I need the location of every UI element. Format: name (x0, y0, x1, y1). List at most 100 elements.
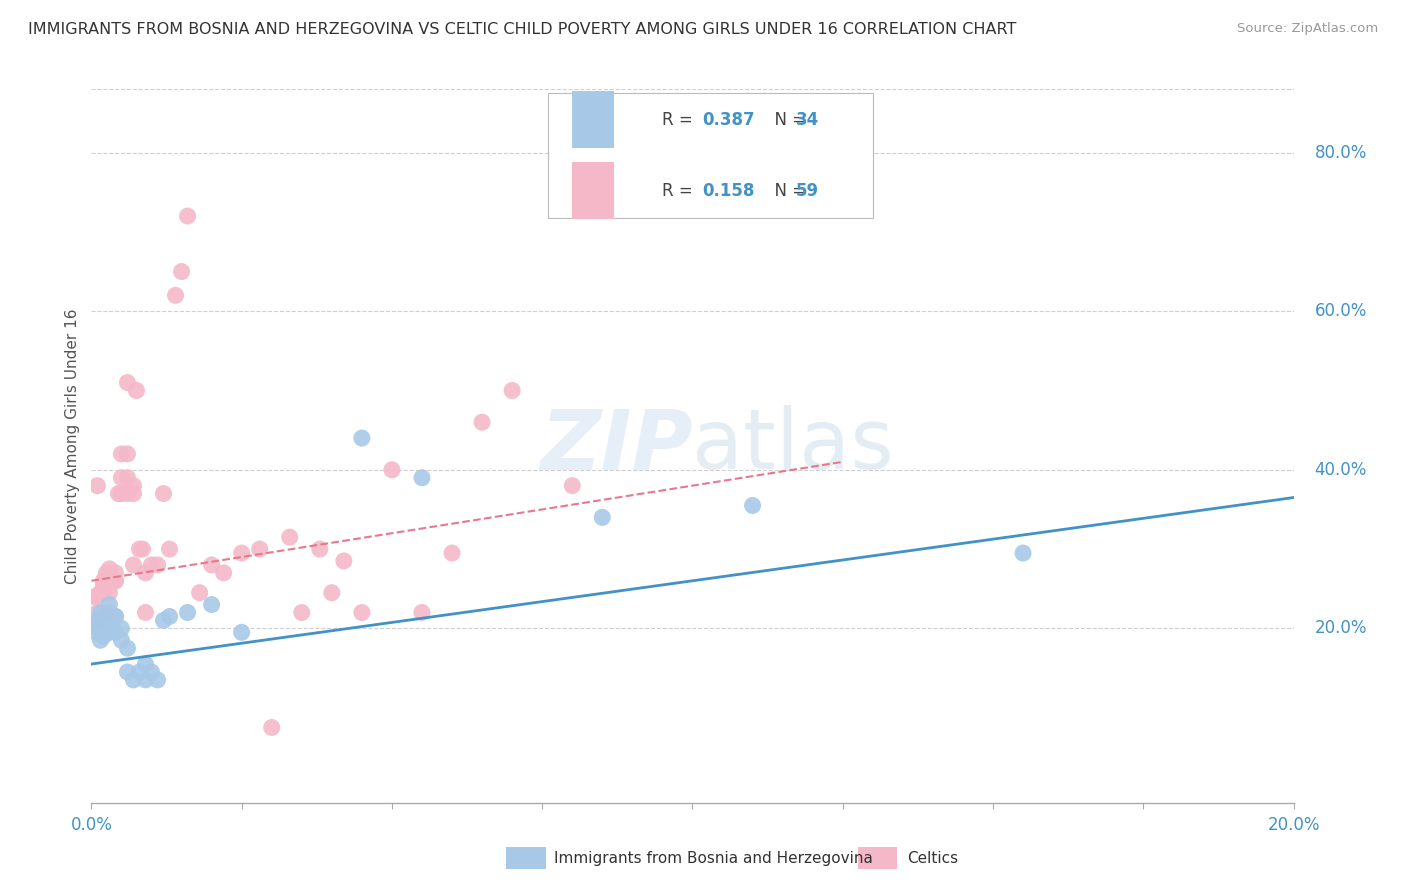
Point (128, 542, 150, 557)
Point (201, 558, 224, 572)
Point (98, 598, 121, 612)
Point (110, 621, 132, 635)
Point (381, 463, 404, 477)
Point (89, 606, 111, 620)
Point (188, 585, 211, 599)
Point (176, 606, 198, 620)
Point (471, 415, 494, 429)
Point (98, 562, 121, 576)
Point (249, 542, 271, 557)
Text: 20.0%: 20.0% (1267, 816, 1320, 834)
Point (231, 546, 253, 560)
Point (93, 629, 115, 643)
Text: N =: N = (763, 182, 811, 200)
Point (134, 566, 156, 580)
Point (86, 606, 108, 620)
Point (86, 614, 108, 628)
Point (134, 673, 156, 687)
Point (104, 625, 127, 640)
Text: R =: R = (662, 182, 699, 200)
Point (122, 673, 145, 687)
Point (561, 478, 583, 492)
Point (98, 621, 121, 635)
Point (104, 574, 127, 588)
Point (86, 614, 108, 628)
Point (117, 447, 139, 461)
Point (86, 478, 108, 492)
Point (741, 499, 763, 513)
Text: N =: N = (763, 111, 811, 128)
Point (93, 578, 115, 592)
Point (278, 530, 301, 544)
Point (89, 585, 111, 599)
Point (291, 606, 314, 620)
Point (122, 486, 145, 500)
Point (176, 209, 198, 223)
Y-axis label: Child Poverty Among Girls Under 16: Child Poverty Among Girls Under 16 (65, 309, 80, 583)
Point (117, 376, 139, 390)
Point (98, 606, 121, 620)
Point (350, 431, 373, 445)
Point (159, 609, 181, 624)
Point (93, 585, 115, 599)
Point (128, 665, 150, 679)
Point (98, 585, 121, 599)
Text: 59: 59 (796, 182, 820, 200)
Point (86, 590, 108, 604)
Text: 0.387: 0.387 (702, 111, 755, 128)
Point (134, 606, 156, 620)
Text: 34: 34 (796, 111, 820, 128)
Point (146, 673, 169, 687)
FancyBboxPatch shape (548, 93, 873, 218)
Point (231, 625, 253, 640)
Point (110, 471, 132, 485)
Point (152, 486, 174, 500)
Point (1012, 546, 1035, 560)
Point (89, 633, 111, 648)
Point (134, 657, 156, 671)
Point (110, 633, 132, 648)
Point (104, 574, 127, 588)
Point (117, 641, 139, 656)
Point (104, 609, 127, 624)
Point (110, 486, 132, 500)
Point (591, 510, 613, 524)
Point (93, 585, 115, 599)
Bar (572, 162, 614, 219)
Point (350, 606, 373, 620)
Point (165, 288, 187, 302)
Point (93, 574, 115, 588)
Text: 60.0%: 60.0% (1315, 302, 1367, 320)
Point (308, 542, 330, 557)
Point (96, 609, 118, 624)
Text: Immigrants from Bosnia and Herzegovina: Immigrants from Bosnia and Herzegovina (554, 851, 873, 865)
Point (141, 665, 163, 679)
Point (201, 598, 224, 612)
Point (122, 478, 145, 492)
Text: Source: ZipAtlas.com: Source: ZipAtlas.com (1237, 22, 1378, 36)
Point (141, 558, 163, 572)
Point (125, 384, 148, 398)
Point (501, 384, 523, 398)
Point (104, 609, 127, 624)
Point (146, 558, 169, 572)
Point (122, 558, 145, 572)
Point (212, 566, 235, 580)
Bar (572, 91, 614, 148)
Text: 20.0%: 20.0% (1315, 619, 1367, 638)
Point (260, 721, 283, 735)
Point (159, 542, 181, 557)
Point (117, 486, 139, 500)
Point (107, 486, 129, 500)
Point (96, 566, 118, 580)
Point (104, 566, 127, 580)
Point (131, 542, 153, 557)
Text: 80.0%: 80.0% (1315, 144, 1367, 161)
Point (333, 554, 356, 568)
Point (87, 621, 110, 635)
Point (110, 447, 132, 461)
Point (93, 609, 115, 624)
Text: atlas: atlas (692, 406, 894, 486)
Text: 40.0%: 40.0% (1315, 461, 1367, 479)
Text: Celtics: Celtics (907, 851, 957, 865)
